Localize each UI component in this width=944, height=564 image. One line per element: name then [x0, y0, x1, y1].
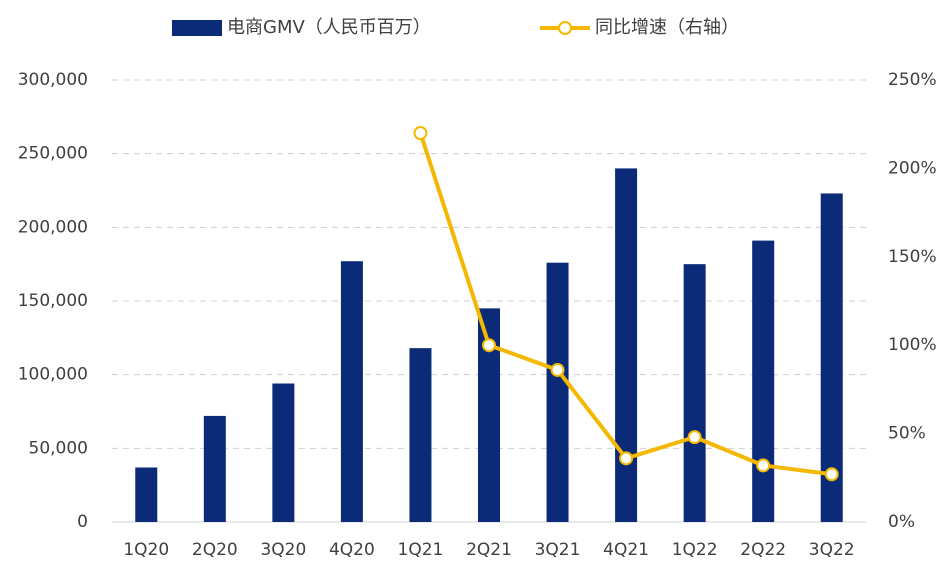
bar — [615, 168, 638, 522]
y2-tick-label: 100% — [888, 335, 937, 355]
y-tick-label: 300,000 — [18, 70, 88, 90]
legend-swatch — [172, 20, 222, 36]
line-marker — [687, 430, 702, 445]
x-tick-label: 1Q20 — [123, 540, 169, 560]
y-tick-label: 200,000 — [18, 217, 88, 237]
y2-tick-label: 50% — [888, 424, 926, 444]
x-tick-label: 3Q22 — [809, 540, 855, 560]
x-tick-label: 3Q20 — [260, 540, 306, 560]
y-tick-label: 0 — [77, 512, 88, 532]
bar — [409, 348, 432, 522]
x-tick-label: 1Q22 — [672, 540, 718, 560]
line-marker — [413, 126, 428, 141]
legend-label: 同比增速（右轴） — [595, 17, 739, 38]
line-marker — [756, 458, 771, 473]
bar — [820, 193, 843, 523]
line-marker — [482, 338, 496, 353]
bar — [546, 262, 569, 522]
legend-swatch — [558, 21, 572, 35]
y-tick-label: 250,000 — [18, 144, 88, 164]
line-marker — [550, 362, 565, 377]
y2-tick-label: 200% — [888, 158, 937, 178]
x-tick-label: 2Q20 — [192, 540, 238, 560]
bar — [752, 240, 775, 523]
y-tick-label: 50,000 — [29, 438, 88, 458]
bar — [683, 264, 706, 522]
y2-tick-label: 0% — [888, 512, 915, 532]
bar — [340, 261, 363, 522]
y2-tick-label: 150% — [888, 247, 937, 267]
legend-label: 电商GMV（人民币百万） — [227, 17, 431, 38]
x-tick-label: 4Q20 — [329, 540, 375, 560]
x-tick-label: 3Q21 — [535, 540, 581, 560]
y2-tick-label: 250% — [888, 70, 937, 90]
bar — [478, 308, 500, 522]
bar — [203, 415, 226, 522]
x-tick-label: 2Q21 — [466, 540, 512, 560]
y-tick-label: 100,000 — [18, 365, 88, 385]
bar — [272, 383, 295, 522]
line-marker — [824, 467, 839, 482]
x-tick-label: 4Q21 — [603, 540, 649, 560]
bar — [135, 467, 158, 522]
x-tick-label: 2Q22 — [740, 540, 786, 560]
x-tick-label: 1Q21 — [398, 540, 444, 560]
line-marker — [619, 451, 634, 466]
y-tick-label: 150,000 — [18, 291, 88, 311]
